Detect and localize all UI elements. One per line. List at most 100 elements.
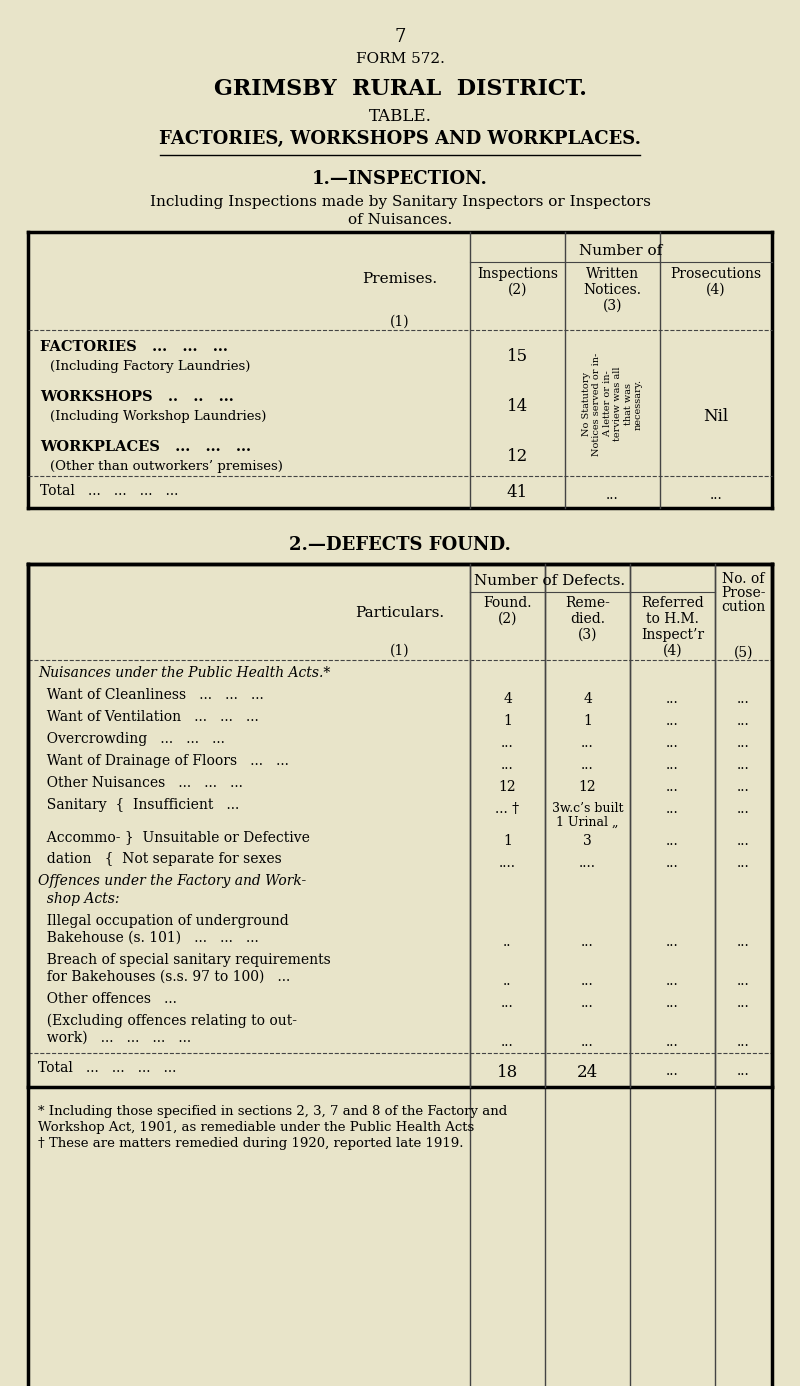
Text: (1): (1)	[390, 315, 410, 328]
Text: 18: 18	[497, 1064, 518, 1081]
Text: WORKPLACES   ...   ...   ...: WORKPLACES ... ... ...	[40, 439, 251, 455]
Text: ....: ....	[499, 857, 516, 870]
Text: Notices.: Notices.	[583, 283, 642, 297]
Text: (2): (2)	[508, 283, 527, 297]
Text: ...: ...	[666, 1064, 679, 1078]
Text: Referred: Referred	[641, 596, 704, 610]
Text: Prose-: Prose-	[722, 586, 766, 600]
Text: Illegal occupation of underground: Illegal occupation of underground	[38, 913, 289, 929]
Text: ...: ...	[737, 692, 750, 705]
Text: Number of Defects.: Number of Defects.	[474, 574, 626, 588]
Text: ...: ...	[666, 1035, 679, 1049]
Text: ...: ...	[666, 692, 679, 705]
Text: FACTORIES   ...   ...   ...: FACTORIES ... ... ...	[40, 340, 228, 353]
Text: ...: ...	[737, 1064, 750, 1078]
Text: to H.M.: to H.M.	[646, 613, 699, 626]
Text: Nil: Nil	[703, 407, 729, 426]
Text: (Including Factory Laundries): (Including Factory Laundries)	[50, 360, 250, 373]
Text: 3w.c’s built: 3w.c’s built	[552, 802, 623, 815]
Text: 1: 1	[503, 714, 512, 728]
Text: ...: ...	[666, 802, 679, 816]
Text: ...: ...	[581, 974, 594, 988]
Text: * Including those specified in sections 2, 3, 7 and 8 of the Factory and: * Including those specified in sections …	[38, 1105, 507, 1119]
Text: 41: 41	[507, 484, 528, 500]
Text: ...: ...	[581, 736, 594, 750]
Text: Want of Drainage of Floors   ...   ...: Want of Drainage of Floors ... ...	[38, 754, 289, 768]
Text: ...: ...	[501, 736, 514, 750]
Text: ..: ..	[503, 936, 512, 949]
Text: No. of: No. of	[722, 572, 765, 586]
Text: (5): (5)	[734, 646, 754, 660]
Text: cution: cution	[722, 600, 766, 614]
Text: 4: 4	[583, 692, 592, 705]
Text: ...: ...	[737, 714, 750, 728]
Text: ...: ...	[581, 997, 594, 1010]
Text: Sanitary  {  Insufficient   ...: Sanitary { Insufficient ...	[38, 798, 239, 812]
Text: died.: died.	[570, 613, 605, 626]
Text: (4): (4)	[706, 283, 726, 297]
Text: Offences under the Factory and Work-: Offences under the Factory and Work-	[38, 875, 306, 888]
Text: FORM 572.: FORM 572.	[355, 53, 445, 67]
Text: 1: 1	[583, 714, 592, 728]
Text: Reme-: Reme-	[565, 596, 610, 610]
Text: Including Inspections made by Sanitary Inspectors or Inspectors: Including Inspections made by Sanitary I…	[150, 195, 650, 209]
Text: 12: 12	[507, 448, 528, 464]
Text: ...: ...	[666, 758, 679, 772]
Text: ...: ...	[737, 758, 750, 772]
Text: ...: ...	[737, 857, 750, 870]
Text: Accommo- }  Unsuitable or Defective: Accommo- } Unsuitable or Defective	[38, 830, 310, 844]
Text: 2.—DEFECTS FOUND.: 2.—DEFECTS FOUND.	[289, 536, 511, 554]
Text: 3: 3	[583, 834, 592, 848]
Text: ...: ...	[666, 714, 679, 728]
Text: ...: ...	[737, 736, 750, 750]
Text: (2): (2)	[498, 613, 518, 626]
Text: ...: ...	[581, 758, 594, 772]
Text: FACTORIES, WORKSHOPS AND WORKPLACES.: FACTORIES, WORKSHOPS AND WORKPLACES.	[159, 130, 641, 148]
Text: ...: ...	[737, 780, 750, 794]
Text: ...: ...	[666, 857, 679, 870]
Text: Want of Cleanliness   ...   ...   ...: Want of Cleanliness ... ... ...	[38, 687, 264, 701]
Text: Inspect’r: Inspect’r	[641, 628, 704, 642]
Text: ...: ...	[666, 936, 679, 949]
Text: 4: 4	[503, 692, 512, 705]
Text: Other offences   ...: Other offences ...	[38, 992, 177, 1006]
Text: ...: ...	[581, 1035, 594, 1049]
Text: Number of: Number of	[579, 244, 662, 258]
Text: (Including Workshop Laundries): (Including Workshop Laundries)	[50, 410, 266, 423]
Text: (3): (3)	[578, 628, 598, 642]
Text: Nuisances under the Public Health Acts.*: Nuisances under the Public Health Acts.*	[38, 667, 330, 681]
Text: shop Acts:: shop Acts:	[38, 893, 119, 906]
Text: Written: Written	[586, 267, 639, 281]
Text: No Statutory
Notices served or in-
A letter or in-
terview was all
that was
nece: No Statutory Notices served or in- A let…	[582, 352, 643, 456]
Text: Particulars.: Particulars.	[355, 606, 445, 620]
Text: 24: 24	[577, 1064, 598, 1081]
Text: ...: ...	[666, 974, 679, 988]
Text: (3): (3)	[602, 299, 622, 313]
Text: 12: 12	[498, 780, 516, 794]
Text: ... †: ... †	[495, 802, 519, 816]
Text: ..: ..	[503, 974, 512, 988]
Text: Premises.: Premises.	[362, 272, 438, 286]
Text: 1 Urinal „: 1 Urinal „	[556, 816, 618, 829]
Text: 14: 14	[507, 398, 528, 414]
Text: ....: ....	[579, 857, 596, 870]
Text: ...: ...	[737, 997, 750, 1010]
Text: ...: ...	[501, 1035, 514, 1049]
Text: (4): (4)	[662, 644, 682, 658]
Text: 15: 15	[507, 348, 528, 365]
Text: ...: ...	[737, 1035, 750, 1049]
Text: Overcrowding   ...   ...   ...: Overcrowding ... ... ...	[38, 732, 225, 746]
Text: ...: ...	[737, 834, 750, 848]
Text: (Excluding offences relating to out-: (Excluding offences relating to out-	[38, 1015, 297, 1028]
Text: ...: ...	[501, 997, 514, 1010]
Text: 1: 1	[503, 834, 512, 848]
Text: Workshop Act, 1901, as remediable under the Public Health Acts: Workshop Act, 1901, as remediable under …	[38, 1121, 474, 1134]
Text: ...: ...	[666, 736, 679, 750]
Text: (Other than outworkers’ premises): (Other than outworkers’ premises)	[50, 460, 283, 473]
Text: ...: ...	[606, 488, 619, 502]
Text: (1): (1)	[390, 644, 410, 658]
Text: Found.: Found.	[483, 596, 532, 610]
Text: 1.—INSPECTION.: 1.—INSPECTION.	[312, 170, 488, 188]
Text: dation   {  Not separate for sexes: dation { Not separate for sexes	[38, 852, 282, 866]
Text: ...: ...	[501, 758, 514, 772]
